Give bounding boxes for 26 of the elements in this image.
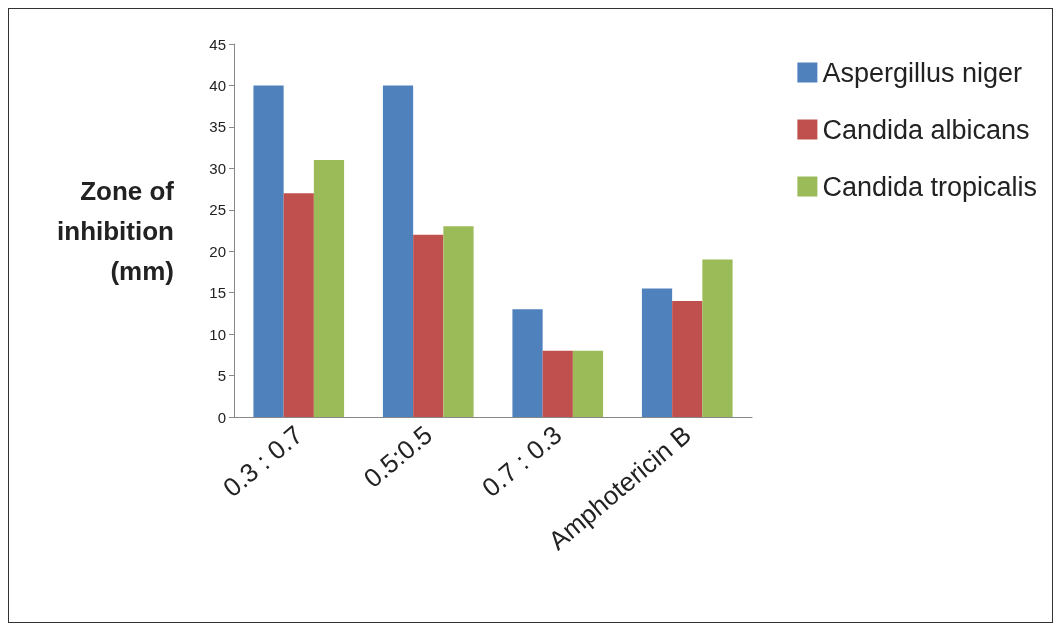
y-tick-label: 40 bbox=[209, 76, 226, 94]
y-tick-label: 10 bbox=[209, 325, 226, 343]
bar bbox=[641, 288, 673, 417]
y-tick-label: 45 bbox=[209, 35, 226, 53]
legend-label: Candida albicans bbox=[822, 114, 1030, 145]
y-tick-label: 5 bbox=[217, 367, 226, 385]
y-tick-label: 25 bbox=[209, 201, 226, 219]
y-tick-label: 20 bbox=[209, 242, 226, 260]
bar bbox=[253, 85, 284, 417]
bar bbox=[512, 309, 543, 417]
legend-label: Aspergillus niger bbox=[822, 57, 1022, 88]
bar bbox=[313, 160, 345, 417]
legend-label: Candida tropicalis bbox=[822, 171, 1038, 202]
bar bbox=[443, 226, 474, 417]
y-tick-label: 30 bbox=[209, 159, 226, 177]
bar bbox=[672, 300, 703, 417]
bar bbox=[702, 259, 733, 417]
y-tick-label: 15 bbox=[209, 284, 226, 302]
bar bbox=[572, 350, 604, 417]
bar bbox=[382, 85, 414, 417]
bar bbox=[413, 234, 444, 417]
y-tick-label: 35 bbox=[209, 118, 226, 136]
bar bbox=[283, 193, 314, 417]
y-tick-label: 0 bbox=[217, 408, 226, 426]
bar bbox=[542, 350, 573, 417]
y-axis-title: Zone of inhibition (mm) bbox=[57, 175, 175, 286]
